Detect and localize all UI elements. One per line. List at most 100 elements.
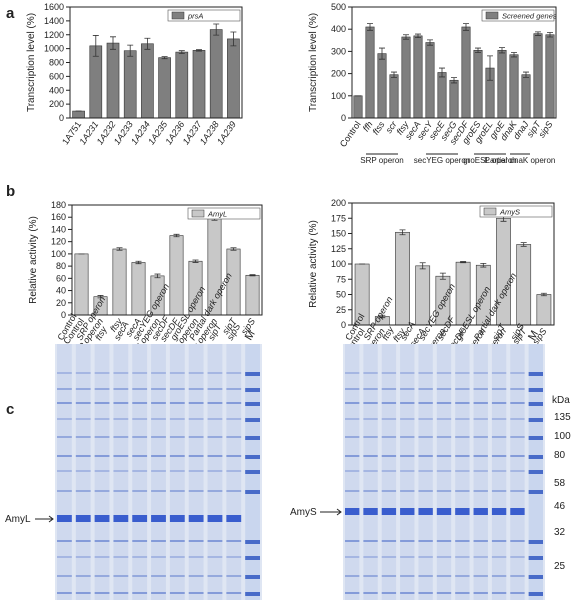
gel-band [113, 490, 129, 492]
gel-band [345, 418, 360, 420]
gel-band [455, 470, 470, 472]
gel-band [436, 402, 452, 404]
gel-band [381, 436, 397, 438]
y-tick-label: 200 [331, 69, 346, 79]
x-tick-label: Control [338, 119, 363, 149]
error-bar [399, 229, 406, 236]
error-bar [154, 273, 161, 279]
y-tick-label: 50 [336, 290, 346, 300]
gel-band [169, 455, 185, 457]
gel-band [113, 402, 129, 404]
y-tick-label: 0 [59, 113, 64, 123]
legend-label: Screened genes [502, 12, 557, 21]
gel-band [473, 436, 488, 438]
gel-band [75, 372, 91, 374]
gel-band [94, 402, 110, 404]
arrow [320, 508, 342, 516]
gel-band [132, 515, 148, 522]
gel-band [473, 470, 488, 472]
gel-band [400, 402, 415, 404]
gel-band [132, 540, 148, 542]
gel-band [528, 388, 543, 392]
bar [74, 253, 89, 316]
error-bar [511, 52, 517, 58]
legend-frame [187, 207, 261, 220]
gel-band [510, 402, 525, 404]
legend-frame [167, 9, 241, 22]
gel-lane [57, 344, 72, 600]
error-bar [523, 71, 529, 78]
y-tick-label: 140 [51, 224, 66, 234]
gel-band [491, 540, 507, 542]
gel-band [188, 388, 204, 390]
x-tick-label: sipS [536, 119, 554, 139]
gel-lane [510, 344, 525, 600]
gel-band [132, 592, 148, 594]
gel-band [226, 436, 242, 438]
gel-band [436, 372, 452, 374]
gel-band [418, 556, 433, 558]
gel-band [491, 470, 507, 472]
gel-band [226, 418, 242, 420]
gel-band [381, 402, 397, 404]
gel-band [188, 575, 204, 577]
gel-lane [169, 344, 185, 600]
gel-band [473, 455, 488, 457]
gel-band [345, 575, 360, 577]
gel-band [151, 575, 166, 577]
bar [209, 29, 223, 119]
gel-band [528, 418, 543, 422]
gel-lane [132, 344, 148, 600]
gel-band [363, 575, 378, 577]
gel-band [132, 436, 148, 438]
gel-band [345, 470, 360, 472]
gel-band [491, 556, 507, 558]
gel-lane [207, 344, 223, 600]
gel-band [151, 372, 166, 374]
gel-band [381, 372, 397, 374]
legend-swatch [191, 209, 205, 218]
gel-band [245, 388, 260, 392]
marker-unit: kDa [552, 395, 570, 406]
gel-band [75, 540, 91, 542]
gel-band [245, 418, 260, 422]
gel-band [528, 436, 543, 440]
gel-band [528, 575, 543, 579]
error-bar [135, 260, 142, 265]
gel-band [491, 436, 507, 438]
gel-band [226, 470, 242, 472]
gel-band [94, 388, 110, 390]
gel-band [473, 508, 488, 515]
gel-band [436, 575, 452, 577]
gel-band [207, 515, 223, 522]
error-bar [419, 262, 426, 270]
error-bar [110, 36, 116, 50]
gel-band [207, 372, 223, 374]
error-bar [213, 23, 220, 36]
y-tick-label: 80 [56, 261, 66, 271]
gel-band [455, 556, 470, 558]
gel-band [455, 436, 470, 438]
gel-band [207, 388, 223, 390]
gel-band [94, 592, 110, 594]
gel-band [528, 540, 543, 544]
gel-band [345, 508, 360, 515]
marker-label: 135 [554, 412, 571, 423]
bar [175, 51, 189, 119]
error-bar [439, 67, 445, 78]
gel-band [528, 592, 543, 596]
gel-band [75, 418, 91, 420]
gel-band [473, 388, 488, 390]
gel-band [245, 470, 260, 474]
gel-band [75, 592, 91, 594]
error-bar [230, 31, 237, 47]
y-tick-label: 180 [51, 200, 66, 210]
gel-band [226, 455, 242, 457]
error-bar [178, 50, 185, 54]
gel-band [132, 402, 148, 404]
gel-band [510, 575, 525, 577]
gel-band [363, 556, 378, 558]
gel-band [473, 540, 488, 542]
bar [192, 50, 206, 119]
error-bar [463, 23, 469, 31]
